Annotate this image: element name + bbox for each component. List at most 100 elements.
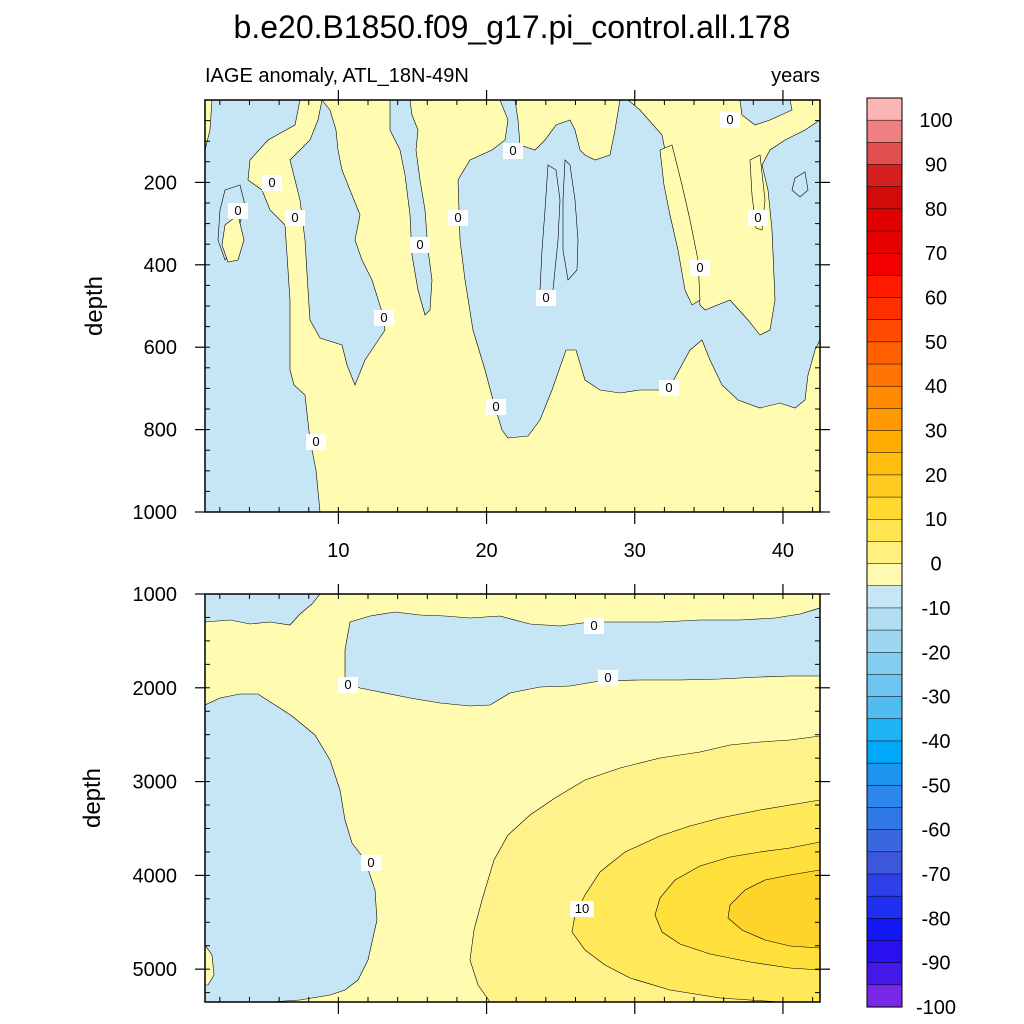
- colorbar-swatch: [866, 851, 903, 875]
- contour-label: 0: [748, 210, 768, 226]
- colorbar-swatch: [866, 186, 903, 210]
- colorbar-label: 100: [919, 110, 952, 132]
- colorbar-swatch: [866, 252, 903, 276]
- colorbar-label: 70: [925, 243, 947, 265]
- bottom-positive-notch: [205, 944, 215, 986]
- colorbar-swatch: [866, 962, 903, 986]
- svg-text:0: 0: [380, 310, 387, 325]
- colorbar-label: 50: [925, 332, 947, 354]
- colorbar-label: -60: [922, 820, 951, 842]
- contour-label: 0: [448, 210, 468, 226]
- colorbar-label: 80: [925, 199, 947, 221]
- bottom-negative-band: [344, 607, 820, 707]
- svg-text:0: 0: [754, 210, 761, 225]
- colorbar-swatch: [866, 518, 903, 542]
- y-tick-label: 1000: [133, 584, 178, 606]
- y-tick-label: 200: [144, 172, 177, 194]
- svg-text:0: 0: [696, 260, 703, 275]
- x-tick-label: 40: [772, 540, 794, 562]
- bottom-contour-labels: 0 0 0 0 10: [338, 618, 618, 917]
- contour-label: 0: [584, 618, 604, 634]
- top-panel: 0 0 0 0 0 0 0 0 0 0 0 0 0 0: [204, 99, 821, 513]
- colorbar-swatch: [866, 230, 903, 254]
- colorbar-label: -30: [922, 687, 951, 709]
- contour-label: 0: [285, 210, 305, 226]
- x-tick-label: 20: [475, 540, 497, 562]
- top-ylabel: depth: [81, 276, 108, 336]
- colorbar-swatch: [866, 918, 903, 942]
- colorbar-swatch: [866, 563, 903, 587]
- colorbar-swatch: [866, 940, 903, 964]
- x-tick-label: 10: [327, 540, 349, 562]
- y-tick-label: 2000: [133, 678, 178, 700]
- colorbar-swatch: [866, 629, 903, 653]
- top-neg-region-b: [289, 100, 386, 386]
- colorbar-label: -50: [922, 775, 951, 797]
- contour-label: 0: [690, 260, 710, 276]
- svg-text:0: 0: [367, 855, 374, 870]
- colorbar-label: 90: [925, 155, 947, 177]
- bottom-plot-frame: [204, 593, 821, 1003]
- colorbar-label: -100: [916, 997, 956, 1019]
- top-neg-region-f: [562, 159, 579, 281]
- top-neg-region-c: [389, 100, 433, 316]
- colorbar-label: -70: [922, 864, 951, 886]
- svg-text:0: 0: [542, 290, 549, 305]
- y-tick-label: 800: [144, 420, 177, 442]
- colorbar-swatch: [866, 452, 903, 476]
- colorbar-swatch: [866, 363, 903, 387]
- contour-label: 0: [228, 203, 248, 219]
- colorbar-swatch: [866, 341, 903, 365]
- colorbar-label: -90: [922, 953, 951, 975]
- top-contour-labels: 0 0 0 0 0 0 0 0 0 0 0 0 0 0: [228, 112, 768, 450]
- svg-text:10: 10: [575, 901, 589, 916]
- contour-label: 0: [374, 310, 394, 326]
- svg-text:0: 0: [344, 677, 351, 692]
- colorbar-swatch: [866, 785, 903, 809]
- colorbar-label: -40: [922, 731, 951, 753]
- bottom-anomaly-bands: [205, 594, 820, 1002]
- y-tick-label: 1000: [133, 502, 178, 524]
- contour-label: 0: [306, 434, 326, 450]
- colorbar-swatch: [866, 807, 903, 831]
- top-neg-region-g: [739, 100, 793, 126]
- svg-text:0: 0: [312, 434, 319, 449]
- contour-label: 0: [598, 670, 618, 686]
- svg-text:0: 0: [454, 210, 461, 225]
- y-tick-label: 600: [144, 337, 177, 359]
- contour-label: 0: [486, 399, 506, 415]
- colorbar-frame: [866, 97, 903, 1008]
- subtitle-right: years: [771, 65, 820, 87]
- contour-label: 0: [503, 143, 523, 159]
- top-axes: 10 20 30 40 200 400 600 800 1000: [133, 90, 830, 562]
- y-tick-label: 5000: [133, 959, 178, 981]
- y-tick-label: 400: [144, 255, 177, 277]
- svg-text:0: 0: [726, 112, 733, 127]
- colorbar-label: 40: [925, 376, 947, 398]
- colorbar-swatch: [866, 408, 903, 432]
- colorbar-swatch: [866, 164, 903, 188]
- x-tick-label: 30: [624, 540, 646, 562]
- chart-title: b.e20.B1850.f09_g17.pi_control.all.178: [234, 9, 791, 45]
- colorbar-swatch: [866, 319, 903, 343]
- colorbar-swatch: [866, 674, 903, 698]
- colorbar-swatch: [866, 696, 903, 720]
- colorbar-swatch: [866, 652, 903, 675]
- colorbar-swatch: [866, 208, 903, 232]
- svg-text:0: 0: [234, 203, 241, 218]
- contour-label: 0: [536, 290, 556, 306]
- colorbar-label: -10: [922, 598, 951, 620]
- y-tick-label: 3000: [133, 772, 178, 794]
- colorbar-swatch: [866, 496, 903, 520]
- colorbar-swatch: [866, 142, 903, 166]
- contour-label: 0: [262, 175, 282, 191]
- colorbar-label: -20: [922, 642, 951, 664]
- colorbar-label: 20: [925, 465, 947, 487]
- top-neg-region-i: [791, 171, 809, 198]
- colorbar-swatch: [866, 607, 903, 631]
- colorbar-swatch: [866, 873, 903, 897]
- contour-label: 0: [410, 237, 430, 253]
- top-neg-region-d: [440, 100, 820, 439]
- colorbar-swatch: [866, 430, 903, 454]
